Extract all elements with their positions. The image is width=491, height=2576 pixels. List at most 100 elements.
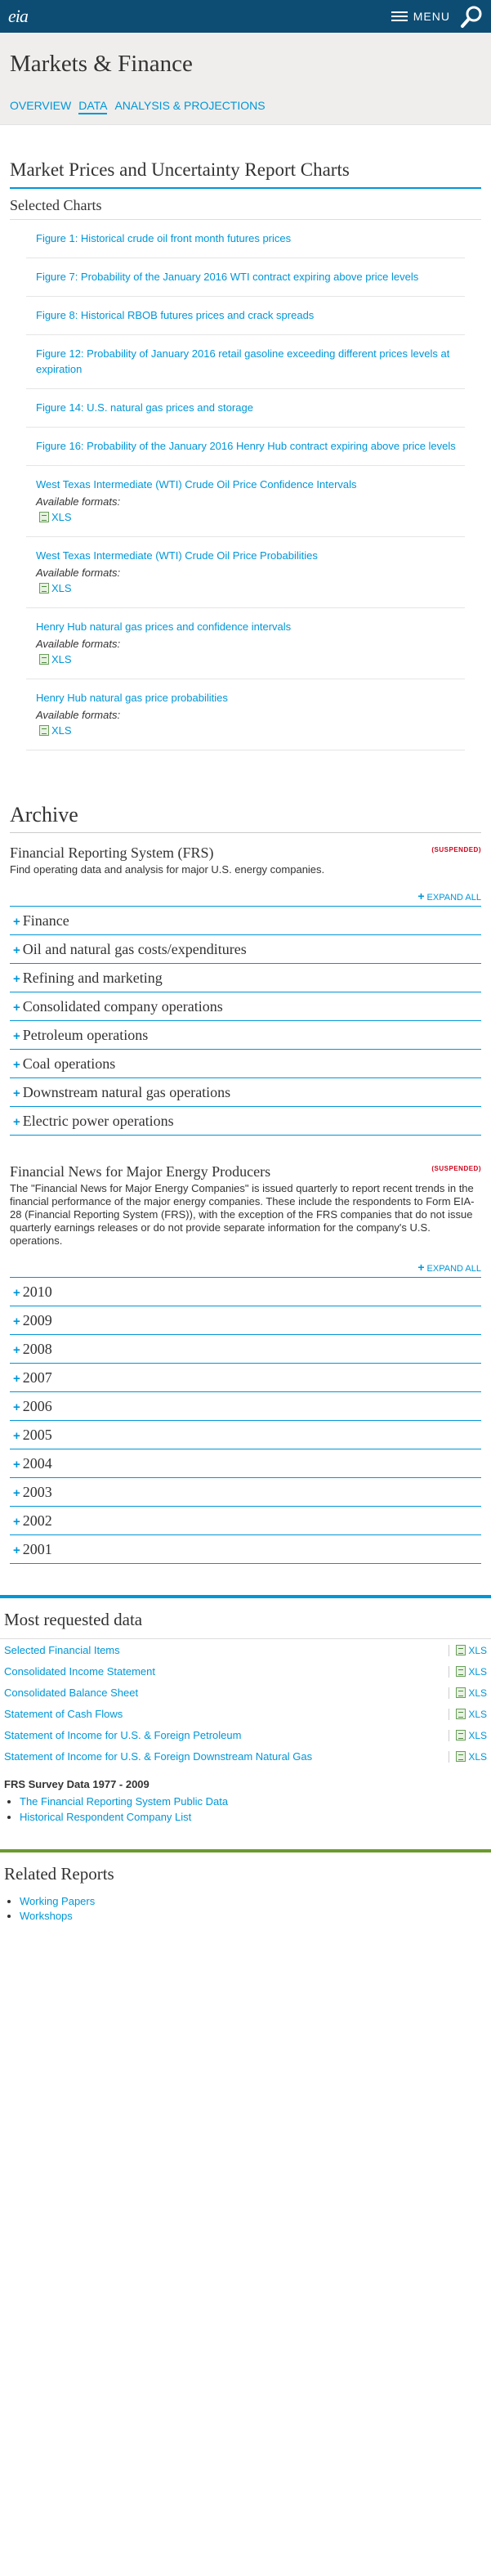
tab-overview[interactable]: OVERVIEW: [10, 99, 72, 112]
most-requested-list: Selected Financial Items XLS Consolidated …: [0, 1639, 491, 1767]
plus-icon: +: [13, 1486, 20, 1500]
eia-logo[interactable]: eia: [8, 6, 29, 26]
chart-link[interactable]: Figure 8: Historical RBOB futures prices…: [36, 309, 315, 321]
dataset-link[interactable]: Statement of Cash Flows: [4, 1708, 123, 1720]
accordion-item[interactable]: + Coal operations: [10, 1050, 481, 1078]
accordion-label: Oil and natural gas costs/expenditures: [22, 941, 247, 957]
year-label: 2005: [22, 1427, 52, 1443]
year-accordion-item[interactable]: +2003: [10, 1478, 481, 1507]
accordion-item[interactable]: + Downstream natural gas operations: [10, 1078, 481, 1107]
search-icon[interactable]: [460, 4, 484, 29]
year-accordion-item[interactable]: +2004: [10, 1449, 481, 1478]
dataset-link[interactable]: Statement of Income for U.S. & Foreign D…: [4, 1750, 313, 1763]
plus-icon: +: [13, 1315, 20, 1328]
top-navigation-bar: eia MENU: [0, 0, 491, 33]
year-label: 2008: [22, 1341, 52, 1357]
year-accordion-item[interactable]: +2006: [10, 1392, 481, 1421]
chart-list-item: Figure 7: Probability of the January 201…: [26, 258, 465, 297]
xls-download-link[interactable]: XLS: [449, 1708, 487, 1720]
expand-all-button[interactable]: + EXPAND ALL: [10, 1261, 481, 1278]
accordion-item[interactable]: + Refining and marketing: [10, 964, 481, 992]
accordion-item[interactable]: + Consolidated company operations: [10, 992, 481, 1021]
most-requested-row: Statement of Cash Flows XLS: [0, 1703, 491, 1724]
chart-list-item: Figure 1: Historical crude oil front mon…: [26, 220, 465, 258]
accordion-item[interactable]: + Electric power operations: [10, 1107, 481, 1136]
historical-company-list-link[interactable]: Historical Respondent Company List: [20, 1811, 192, 1823]
available-formats: Available formats: XLS: [36, 494, 465, 525]
plus-icon: +: [13, 972, 20, 986]
xls-download-link[interactable]: XLS: [39, 723, 465, 738]
year-label: 2007: [22, 1369, 52, 1386]
plus-icon: +: [13, 1286, 20, 1300]
accordion-item[interactable]: + Oil and natural gas costs/expenditures: [10, 935, 481, 964]
related-reports-panel: Related Reports Working Papers Workshops: [0, 1849, 491, 1922]
year-accordion-item[interactable]: +2005: [10, 1421, 481, 1449]
xls-download-link[interactable]: XLS: [449, 1729, 487, 1741]
xls-download-link[interactable]: XLS: [449, 1644, 487, 1656]
most-requested-row: Selected Financial Items XLS: [0, 1639, 491, 1660]
chart-link[interactable]: Figure 7: Probability of the January 201…: [36, 271, 419, 283]
menu-label: MENU: [413, 10, 450, 23]
plus-icon: +: [13, 1372, 20, 1386]
spreadsheet-icon: [456, 1644, 466, 1655]
dataset-link[interactable]: Selected Financial Items: [4, 1644, 120, 1656]
chart-link[interactable]: Henry Hub natural gas price probabilitie…: [36, 692, 228, 704]
year-accordion-item[interactable]: +2001: [10, 1535, 481, 1564]
dataset-link[interactable]: Consolidated Balance Sheet: [4, 1687, 139, 1699]
menu-button[interactable]: MENU: [391, 0, 450, 33]
financial-news-title: Financial News for Major Energy Producer…: [10, 1163, 271, 1180]
expand-all-label: EXPAND ALL: [426, 893, 481, 903]
frs-public-data-link[interactable]: The Financial Reporting System Public Da…: [20, 1795, 229, 1808]
plus-icon: +: [13, 1543, 20, 1557]
tab-data[interactable]: DATA: [78, 99, 108, 114]
most-requested-title: Most requested data: [0, 1598, 491, 1639]
chart-list-item: West Texas Intermediate (WTI) Crude Oil …: [26, 466, 465, 537]
chart-link[interactable]: Figure 1: Historical crude oil front mon…: [36, 232, 292, 244]
chart-link[interactable]: West Texas Intermediate (WTI) Crude Oil …: [36, 478, 357, 491]
year-label: 2001: [22, 1541, 52, 1557]
chart-link[interactable]: Figure 12: Probability of January 2016 r…: [36, 347, 450, 375]
plus-icon: +: [417, 889, 425, 903]
expand-all-button[interactable]: + EXPAND ALL: [10, 889, 481, 907]
year-accordion-item[interactable]: +2010: [10, 1278, 481, 1306]
year-label: 2004: [22, 1455, 52, 1472]
year-label: 2009: [22, 1312, 52, 1328]
year-accordion-item[interactable]: +2002: [10, 1507, 481, 1535]
chart-list-item: Henry Hub natural gas prices and confide…: [26, 608, 465, 679]
tab-analysis-projections[interactable]: ANALYSIS & PROJECTIONS: [114, 99, 266, 112]
plus-icon: +: [13, 1086, 20, 1100]
working-papers-link[interactable]: Working Papers: [20, 1895, 96, 1907]
workshops-link[interactable]: Workshops: [20, 1910, 73, 1922]
year-accordion-item[interactable]: +2009: [10, 1306, 481, 1335]
xls-download-link[interactable]: XLS: [449, 1750, 487, 1763]
chart-list-item: Figure 12: Probability of January 2016 r…: [26, 335, 465, 389]
list-item: Working Papers: [20, 1895, 491, 1907]
most-requested-row: Statement of Income for U.S. & Foreign P…: [0, 1724, 491, 1745]
xls-download-link[interactable]: XLS: [39, 580, 465, 596]
chart-link[interactable]: West Texas Intermediate (WTI) Crude Oil …: [36, 549, 318, 562]
spreadsheet-icon: [456, 1750, 466, 1762]
related-reports-title: Related Reports: [4, 1864, 114, 1884]
year-accordion-item[interactable]: +2008: [10, 1335, 481, 1364]
section-title: Market Prices and Uncertainty Report Cha…: [10, 159, 481, 189]
accordion-item[interactable]: + Petroleum operations: [10, 1021, 481, 1050]
xls-download-link[interactable]: XLS: [39, 652, 465, 667]
year-label: 2006: [22, 1398, 52, 1414]
accordion-item[interactable]: + Finance: [10, 907, 481, 935]
chart-link[interactable]: Henry Hub natural gas prices and confide…: [36, 620, 292, 633]
spreadsheet-icon: [39, 583, 49, 594]
accordion-label: Refining and marketing: [22, 970, 163, 986]
year-accordion-item[interactable]: +2007: [10, 1364, 481, 1392]
page-title: Markets & Finance: [10, 51, 193, 77]
xls-download-link[interactable]: XLS: [449, 1687, 487, 1699]
xls-download-link[interactable]: XLS: [449, 1665, 487, 1678]
dataset-link[interactable]: Consolidated Income Statement: [4, 1665, 155, 1678]
plus-icon: +: [13, 1001, 20, 1015]
chart-link[interactable]: Figure 14: U.S. natural gas prices and s…: [36, 401, 253, 414]
chart-link[interactable]: Figure 16: Probability of the January 20…: [36, 440, 456, 452]
spreadsheet-icon: [39, 654, 49, 665]
xls-label: XLS: [468, 1729, 487, 1741]
xls-download-link[interactable]: XLS: [39, 509, 465, 525]
frs-block: Financial Reporting System (FRS) (SUSPEN…: [10, 844, 481, 1136]
dataset-link[interactable]: Statement of Income for U.S. & Foreign P…: [4, 1729, 242, 1741]
